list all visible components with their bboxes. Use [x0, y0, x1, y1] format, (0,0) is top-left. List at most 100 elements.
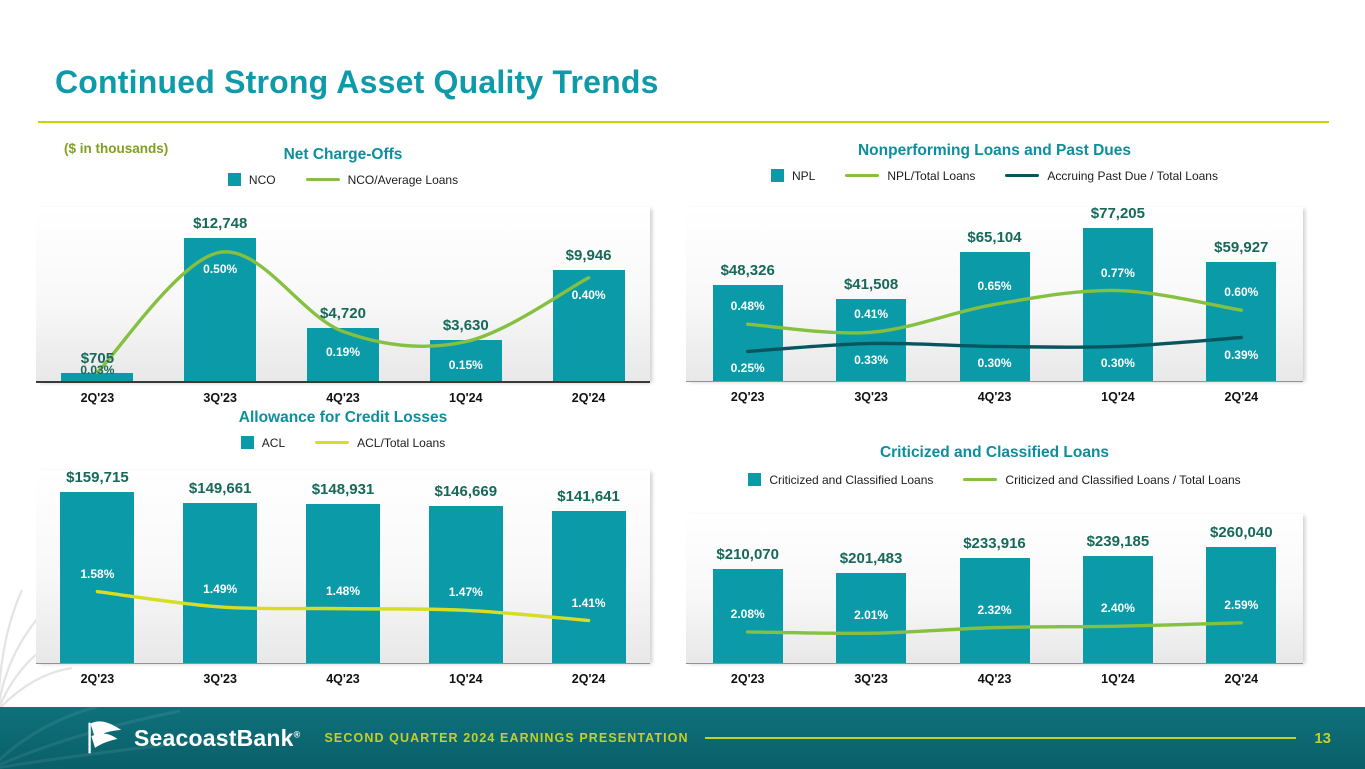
bar	[552, 269, 625, 381]
legend-label: NPL/Total Loans	[887, 168, 976, 183]
brand-text: SeacoastBank	[134, 724, 294, 751]
x-axis: 2Q'23 3Q'23 4Q'23 1Q'24 2Q'24	[36, 672, 650, 686]
sail-flag-icon	[88, 721, 122, 754]
line-value-label: 2.40%	[1100, 601, 1135, 616]
legend-line-swatch	[305, 177, 340, 182]
legend-label: NPL	[792, 168, 816, 183]
slide-title: Continued Strong Asset Quality Trends	[55, 64, 659, 100]
legend-item: ACL	[240, 436, 285, 450]
line-value-label: 0.25%	[730, 361, 765, 376]
line-value-label: 0.77%	[1100, 265, 1135, 280]
chart-net-charge-offs: Net Charge-Offs NCO NCO/Average Loans $70…	[36, 146, 650, 405]
bar	[959, 558, 1030, 663]
x-axis-label: 3Q'23	[854, 390, 888, 404]
line-value-label: 2.32%	[977, 602, 1012, 617]
legend-item: NCO/Average Loans	[305, 172, 459, 187]
bar	[61, 373, 134, 381]
x-axis-label: 3Q'23	[203, 391, 237, 405]
line-value-label: 0.50%	[203, 262, 238, 277]
legend-label: NCO/Average Loans	[347, 172, 459, 187]
line-value-label: 2.08%	[730, 606, 765, 621]
line-value-label: 0.60%	[1224, 285, 1259, 300]
bar	[712, 569, 783, 663]
trend-lines	[95, 589, 591, 623]
chart-legend: NCO NCO/Average Loans	[36, 172, 650, 187]
x-axis-label: 2Q'23	[730, 672, 765, 686]
chart-plot: $48,326 $41,508 $65,104 $77,205 $59,927 0.48%…	[686, 204, 1303, 382]
trend-line	[746, 335, 1243, 354]
chart-plot: $159,715 $149,661 $148,931 $146,669 $141,641…	[36, 469, 650, 664]
bar-value-label: $210,070	[716, 546, 779, 564]
x-axis-label: 1Q'24	[449, 672, 483, 686]
bar	[1082, 227, 1153, 381]
units-note: ($ in thousands)	[64, 141, 169, 156]
x-axis-label: 2Q'23	[80, 672, 115, 686]
x-axis-label: 1Q'24	[1101, 672, 1135, 686]
brand-logo: SeacoastBank®	[84, 720, 301, 756]
x-axis-label: 4Q'23	[326, 672, 360, 686]
bar-value-label: $4,720	[320, 305, 366, 323]
bar	[60, 492, 135, 663]
bar-value-label: $77,205	[1090, 204, 1145, 222]
line-value-label: 0.15%	[448, 357, 483, 372]
line-value-label: 0.48%	[730, 299, 765, 314]
bar	[959, 251, 1030, 381]
x-axis-label: 4Q'23	[977, 672, 1012, 686]
bar-value-label: $239,185	[1086, 533, 1150, 551]
bar-value-label: $233,916	[963, 535, 1026, 553]
line-value-label: 2.59%	[1224, 597, 1259, 612]
legend-item: NPL	[771, 169, 815, 183]
line-value-label: 0.30%	[977, 356, 1012, 371]
x-axis-label: 3Q'23	[854, 672, 888, 686]
line-value-label: 1.58%	[80, 566, 115, 581]
bar	[836, 572, 907, 663]
line-value-label: 0.39%	[1224, 347, 1259, 362]
line-value-label: 0.65%	[977, 279, 1012, 294]
title-underline	[38, 121, 1329, 123]
legend-item: Criticized and Classified Loans	[748, 473, 933, 487]
trend-lines	[746, 621, 1243, 636]
chart-title: Net Charge-Offs	[283, 146, 403, 163]
chart-title: Nonperforming Loans and Past Dues	[857, 142, 1131, 159]
bar	[551, 511, 626, 663]
trend-lines	[746, 288, 1243, 354]
chart-criticized-classified-loans: Criticized and Classified Loans Criticiz…	[686, 444, 1303, 686]
line-value-label: 0.03%	[80, 363, 115, 378]
bar	[307, 328, 379, 381]
legend-label: Criticized and Classified Loans / Total …	[1005, 472, 1241, 487]
legend-label: Criticized and Classified Loans	[769, 472, 934, 487]
chart-allowance-credit-losses: Allowance for Credit Losses ACL ACL/Total…	[36, 409, 650, 686]
x-axis-label: 1Q'24	[1101, 390, 1135, 404]
line-value-label: 1.49%	[203, 581, 238, 596]
bar-value-label: $41,508	[843, 275, 899, 293]
bar	[712, 285, 783, 381]
bar	[306, 503, 380, 663]
bar-value-label: $149,661	[188, 479, 252, 497]
chart-title: Criticized and Classified Loans	[879, 444, 1110, 461]
bar-value-label: $48,326	[720, 262, 775, 280]
x-axis-label: 2Q'23	[730, 390, 765, 404]
chart-legend: ACL ACL/Total Loans	[36, 435, 650, 450]
x-axis-label: 3Q'23	[203, 672, 237, 686]
brand-name: SeacoastBank®	[134, 725, 301, 752]
x-axis: 2Q'23 3Q'23 4Q'23 1Q'24 2Q'24	[686, 672, 1303, 686]
bar-value-label: $12,748	[193, 215, 248, 233]
x-axis-label: 2Q'24	[1224, 390, 1259, 404]
x-axis-label: 2Q'24	[1224, 672, 1259, 686]
x-axis-label: 4Q'23	[977, 390, 1012, 404]
legend-item: ACL/Total Loans	[315, 436, 445, 450]
legend-label: Accruing Past Due / Total Loans	[1047, 168, 1218, 183]
legend-line-swatch	[963, 477, 998, 482]
bar-value-label: $260,040	[1210, 523, 1273, 541]
legend-line-swatch	[315, 440, 350, 445]
trend-line	[746, 288, 1243, 335]
bar	[428, 505, 503, 663]
legend-square-swatch	[771, 169, 785, 182]
line-value-label: 1.41%	[571, 595, 606, 610]
page-number: 13	[1314, 729, 1331, 747]
chart-plot: $705 $12,748 $4,720 $3,630 $9,946 0.03% 0.50% 0…	[36, 207, 650, 383]
bar-value-label: $65,104	[967, 228, 1022, 246]
trend-lines	[95, 250, 591, 374]
trend-line	[95, 250, 591, 374]
